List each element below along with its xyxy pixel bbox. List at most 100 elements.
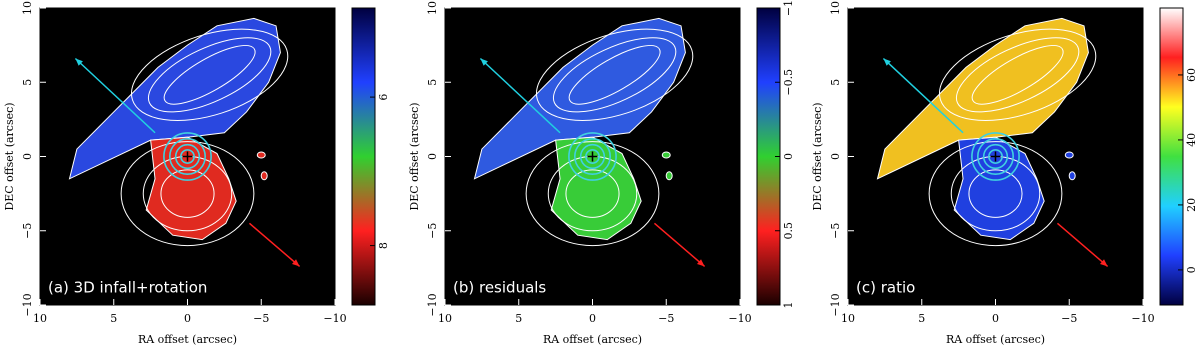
contour — [568, 45, 661, 105]
core-contour — [174, 143, 201, 170]
contour — [938, 28, 1097, 121]
y-tick-label: 10 — [829, 1, 842, 15]
colorbar-tick-label: 1 — [782, 302, 795, 309]
colorbar-tick-label: −0.5 — [782, 69, 795, 96]
x-tick-label: 5 — [110, 312, 117, 325]
center-cross — [182, 151, 193, 162]
x-tick-label: 5 — [918, 312, 925, 325]
y-axis-label: DEC offset (arcsec) — [811, 102, 824, 210]
contour — [968, 169, 1023, 218]
y-tick-label: −10 — [426, 293, 439, 316]
panel-label: (c) ratio — [856, 279, 915, 297]
center-cross — [990, 151, 1001, 162]
x-axis-label: RA offset (arcsec) — [946, 333, 1045, 346]
colorbar-tick-label: −1 — [782, 0, 795, 16]
colorbar — [1159, 7, 1184, 306]
colorbar-tick-label: 6 — [377, 94, 390, 101]
clump — [665, 171, 673, 181]
arrow-head — [75, 58, 83, 66]
contour — [928, 141, 1063, 247]
outflow-arrow — [653, 222, 706, 267]
core-contour — [573, 138, 611, 176]
panel-label: (b) residuals — [453, 279, 546, 297]
x-tick-label: −5 — [253, 312, 269, 325]
arrow-head — [883, 58, 891, 66]
clump — [260, 171, 268, 181]
arrow-head — [1099, 259, 1108, 267]
x-tick-label: 10 — [841, 312, 855, 325]
x-axis-label: RA offset (arcsec) — [138, 333, 237, 346]
x-tick-label: −5 — [658, 312, 674, 325]
x-tick-label: −5 — [1061, 312, 1077, 325]
contour — [147, 37, 272, 113]
x-tick-label: 10 — [33, 312, 47, 325]
clump — [256, 151, 266, 159]
x-axis-label: RA offset (arcsec) — [543, 333, 642, 346]
y-tick-label: 5 — [426, 79, 439, 86]
contour — [525, 141, 660, 247]
emission-south — [953, 136, 1045, 241]
y-tick-label: 0 — [21, 153, 34, 160]
y-tick-label: −5 — [829, 223, 842, 239]
y-tick-label: 5 — [21, 79, 34, 86]
x-tick-label: −10 — [1131, 312, 1154, 325]
colorbar-tick-label: 20 — [1185, 198, 1198, 212]
core-contour — [163, 132, 212, 181]
colorbar-tick-label: 0.5 — [782, 222, 795, 240]
x-tick-label: 5 — [515, 312, 522, 325]
clump — [661, 151, 671, 159]
y-tick-label: 0 — [829, 153, 842, 160]
x-tick-label: −10 — [728, 312, 751, 325]
outflow-arrow — [248, 222, 301, 267]
y-axis-label: DEC offset (arcsec) — [408, 102, 421, 210]
y-tick-label: 5 — [829, 79, 842, 86]
emission-south — [550, 136, 642, 241]
clump — [1068, 171, 1076, 181]
outflow-arrow — [882, 57, 964, 134]
arrow-head — [696, 259, 705, 267]
contour — [163, 45, 256, 105]
contour — [120, 141, 255, 247]
colorbar-tick-label: 0 — [782, 153, 795, 160]
y-tick-label: −5 — [21, 223, 34, 239]
contour — [552, 37, 677, 113]
y-tick-label: 10 — [426, 1, 439, 15]
y-tick-label: −10 — [829, 293, 842, 316]
core-contour — [169, 138, 207, 176]
outflow-arrow — [74, 57, 156, 134]
core-contour — [180, 149, 195, 164]
arrow-head — [291, 259, 300, 267]
core-contour — [988, 149, 1003, 164]
contour — [130, 28, 289, 121]
y-tick-label: 0 — [426, 153, 439, 160]
y-axis-label: DEC offset (arcsec) — [3, 102, 16, 210]
y-tick-label: −5 — [426, 223, 439, 239]
contour — [160, 169, 215, 218]
y-tick-label: −10 — [21, 293, 34, 316]
panel-label: (a) 3D infall+rotation — [48, 279, 207, 297]
core-contour — [585, 149, 600, 164]
contour — [565, 169, 620, 218]
core-contour — [568, 132, 617, 181]
clump — [1064, 151, 1074, 159]
arrow-head — [480, 58, 488, 66]
x-tick-label: 0 — [184, 312, 191, 325]
center-cross — [587, 151, 598, 162]
core-contour — [982, 143, 1009, 170]
contour — [971, 45, 1064, 105]
contour — [535, 28, 694, 121]
colorbar — [351, 7, 376, 306]
x-tick-label: 10 — [438, 312, 452, 325]
outflow-arrow — [479, 57, 561, 134]
colorbar-tick-label: 40 — [1185, 133, 1198, 147]
core-contour — [579, 143, 606, 170]
colorbar-tick-label: 8 — [377, 242, 390, 249]
y-tick-label: 10 — [21, 1, 34, 15]
x-tick-label: 0 — [589, 312, 596, 325]
outflow-arrow — [1056, 222, 1109, 267]
colorbar-tick-label: 60 — [1185, 68, 1198, 82]
emission-south — [145, 136, 237, 241]
x-tick-label: −10 — [323, 312, 346, 325]
contour — [955, 37, 1080, 113]
